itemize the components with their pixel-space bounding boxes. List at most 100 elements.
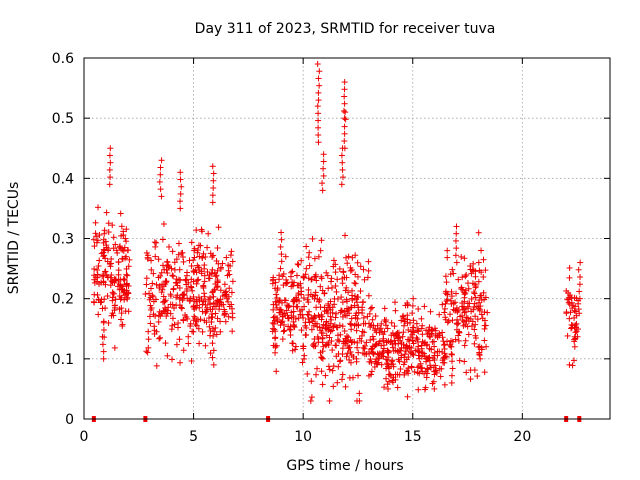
data-point (279, 311, 286, 318)
data-point (289, 347, 296, 354)
data-point (403, 367, 410, 374)
data-point (153, 239, 160, 246)
data-point (273, 304, 280, 311)
data-point (573, 328, 580, 335)
data-point (208, 311, 215, 318)
data-point (210, 293, 217, 300)
data-point (482, 294, 489, 301)
data-point (324, 272, 331, 279)
data-point (315, 253, 322, 260)
data-point (273, 368, 280, 375)
data-point (404, 299, 411, 306)
data-point (341, 115, 348, 122)
data-point (462, 290, 469, 297)
data-point (341, 138, 348, 145)
data-point (91, 279, 98, 286)
data-point (148, 266, 155, 273)
data-point (410, 317, 417, 324)
data-point (106, 152, 113, 159)
data-point (358, 338, 365, 345)
data-point (156, 178, 163, 185)
data-point (210, 361, 217, 368)
data-point (323, 341, 330, 348)
data-point (304, 311, 311, 318)
data-point (214, 283, 221, 290)
data-point (211, 328, 218, 335)
data-point (465, 331, 472, 338)
data-point (109, 310, 116, 317)
data-point (415, 328, 422, 335)
data-point (158, 269, 165, 276)
data-point (409, 331, 416, 338)
data-point (111, 344, 118, 351)
data-point (452, 237, 459, 244)
x-tick-label: 10 (294, 429, 312, 445)
data-point (380, 337, 387, 344)
data-point (449, 358, 456, 365)
data-point (341, 130, 348, 137)
data-point (475, 259, 482, 266)
y-tick-label: 0.2 (52, 292, 74, 308)
data-point (570, 357, 577, 364)
data-point (576, 295, 583, 302)
data-point (169, 248, 176, 255)
data-point (484, 309, 491, 316)
data-point (298, 327, 305, 334)
data-point (177, 198, 184, 205)
data-point (471, 340, 478, 347)
data-point (368, 368, 375, 375)
data-point (109, 297, 116, 304)
data-point (205, 230, 212, 237)
data-point (193, 318, 200, 325)
y-tick-label: 0.4 (52, 171, 74, 187)
data-point (284, 279, 291, 286)
data-point (206, 275, 213, 282)
data-point (430, 364, 437, 371)
data-point (149, 280, 156, 287)
data-point (414, 369, 421, 376)
data-point (159, 281, 166, 288)
data-point (123, 291, 130, 298)
data-point (571, 307, 578, 314)
data-point (340, 269, 347, 276)
data-point (416, 370, 423, 377)
data-point (328, 275, 335, 282)
data-point (311, 255, 318, 262)
data-point (404, 393, 411, 400)
data-point (474, 316, 481, 323)
data-point (366, 310, 373, 317)
data-point (423, 356, 430, 363)
data-point (319, 187, 326, 194)
data-point (91, 272, 98, 279)
data-point (400, 341, 407, 348)
data-point (361, 345, 368, 352)
data-point (287, 332, 294, 339)
data-point (389, 377, 396, 384)
data-point (213, 331, 220, 338)
data-point (200, 283, 207, 290)
data-point (449, 365, 456, 372)
data-point (354, 299, 361, 306)
data-point (424, 366, 431, 373)
y-tick-label: 0.5 (52, 111, 74, 127)
data-point (453, 259, 460, 266)
data-point (472, 294, 479, 301)
data-point (476, 267, 483, 274)
data-point (389, 358, 396, 365)
data-point (309, 342, 316, 349)
data-point (410, 340, 417, 347)
data-point (301, 352, 308, 359)
data-point (431, 343, 438, 350)
data-point (328, 327, 335, 334)
data-point (91, 243, 98, 250)
data-point (118, 223, 125, 230)
data-point (173, 302, 180, 309)
data-point (342, 335, 349, 342)
data-point (215, 224, 222, 231)
data-point (222, 318, 229, 325)
data-point (325, 339, 332, 346)
data-point (119, 247, 126, 254)
data-point (271, 313, 278, 320)
data-point (475, 299, 482, 306)
